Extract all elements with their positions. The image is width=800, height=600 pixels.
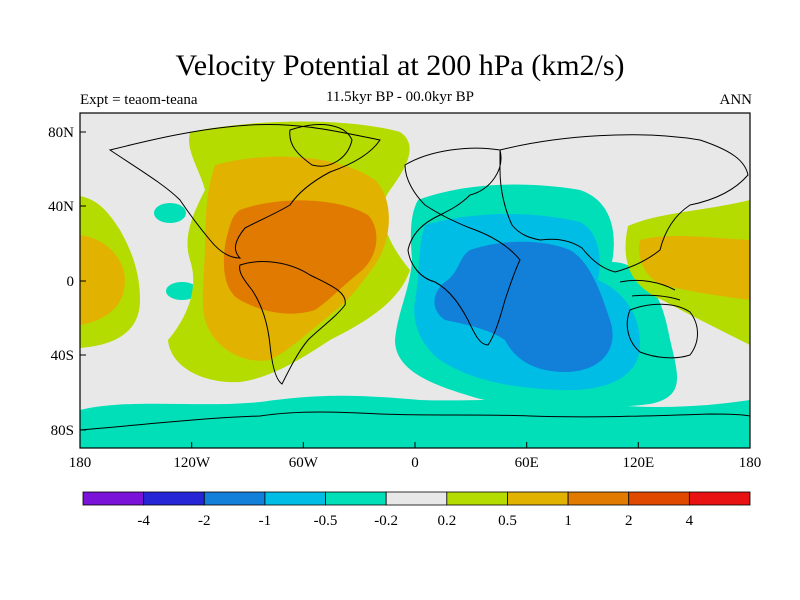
y-tick-label: 80N bbox=[48, 125, 74, 141]
plot-title: Velocity Potential at 200 hPa (km2/s) bbox=[175, 49, 625, 82]
colorbar-label: 1 bbox=[564, 513, 572, 529]
colorbar-swatch bbox=[143, 491, 205, 506]
colorbar-label: -2 bbox=[198, 513, 211, 529]
europe-africa-coast bbox=[404, 147, 521, 346]
indonesia-coast bbox=[619, 279, 681, 301]
negative-region-core bbox=[434, 241, 613, 372]
season-label: ANN bbox=[719, 92, 753, 108]
positive-region-core bbox=[223, 200, 377, 314]
x-tick-label: 60E bbox=[515, 455, 539, 471]
y-tick-label: 40S bbox=[51, 348, 74, 364]
y-tick-label: 0 bbox=[67, 274, 75, 290]
colorbar-label: 0.5 bbox=[498, 513, 517, 529]
colorbar-label: -0.5 bbox=[314, 513, 338, 529]
x-tick-label: 0 bbox=[411, 455, 419, 471]
colorbar-label: 2 bbox=[625, 513, 633, 529]
colorbar-label: -0.2 bbox=[374, 513, 398, 529]
pacific-positive-core bbox=[80, 235, 125, 325]
colorbar-swatch bbox=[446, 491, 508, 506]
colorbar bbox=[82, 491, 751, 506]
y-tick-labels: 80N 40N 0 40S 80S bbox=[48, 125, 74, 439]
colorbar-labels: -4 -2 -1 -0.5 -0.2 0.2 0.5 1 2 4 bbox=[137, 513, 693, 529]
colorbar-swatch bbox=[82, 491, 145, 506]
north-america-coast bbox=[108, 124, 381, 259]
south-america-coast bbox=[239, 261, 346, 385]
colorbar-swatch bbox=[385, 491, 448, 506]
contour-field bbox=[80, 113, 750, 448]
coastlines bbox=[80, 124, 750, 431]
asia-coast bbox=[499, 134, 749, 273]
colorbar-label: 0.2 bbox=[437, 513, 456, 529]
x-tick-label: 180 bbox=[739, 455, 762, 471]
colorbar-swatch bbox=[203, 491, 266, 506]
small-negative-patch-2 bbox=[166, 282, 198, 300]
experiment-label: Expt = teaom-teana bbox=[80, 92, 198, 108]
x-tick-label: 180 bbox=[69, 455, 92, 471]
maritime-positive-core bbox=[639, 235, 750, 300]
colorbar-swatch bbox=[567, 491, 630, 506]
colorbar-label: -1 bbox=[259, 513, 272, 529]
plot-subtitle: 11.5kyr BP - 00.0kyr BP bbox=[325, 89, 475, 105]
colorbar-label: 4 bbox=[686, 513, 694, 529]
x-tick-labels: 180 120W 60W 0 60E 120E 180 bbox=[69, 455, 762, 471]
colorbar-swatch bbox=[507, 491, 569, 506]
colorbar-swatch bbox=[325, 491, 387, 506]
australia-coast bbox=[626, 303, 698, 359]
y-tick-label: 80S bbox=[51, 423, 74, 439]
colorbar-swatch bbox=[628, 491, 690, 506]
x-tick-label: 120E bbox=[622, 455, 654, 471]
colorbar-swatch bbox=[264, 491, 326, 506]
southern-ocean-band bbox=[80, 395, 750, 448]
small-negative-patch-1 bbox=[154, 203, 186, 223]
y-tick-marks bbox=[80, 131, 86, 431]
x-tick-marks bbox=[79, 442, 751, 448]
colorbar-swatch bbox=[688, 491, 751, 506]
colorbar-label: -4 bbox=[137, 513, 150, 529]
antarctica-coast bbox=[80, 411, 750, 431]
x-tick-label: 60W bbox=[289, 455, 319, 471]
greenland-coast bbox=[289, 124, 353, 167]
x-tick-label: 120W bbox=[173, 455, 211, 471]
y-tick-label: 40N bbox=[48, 199, 74, 215]
